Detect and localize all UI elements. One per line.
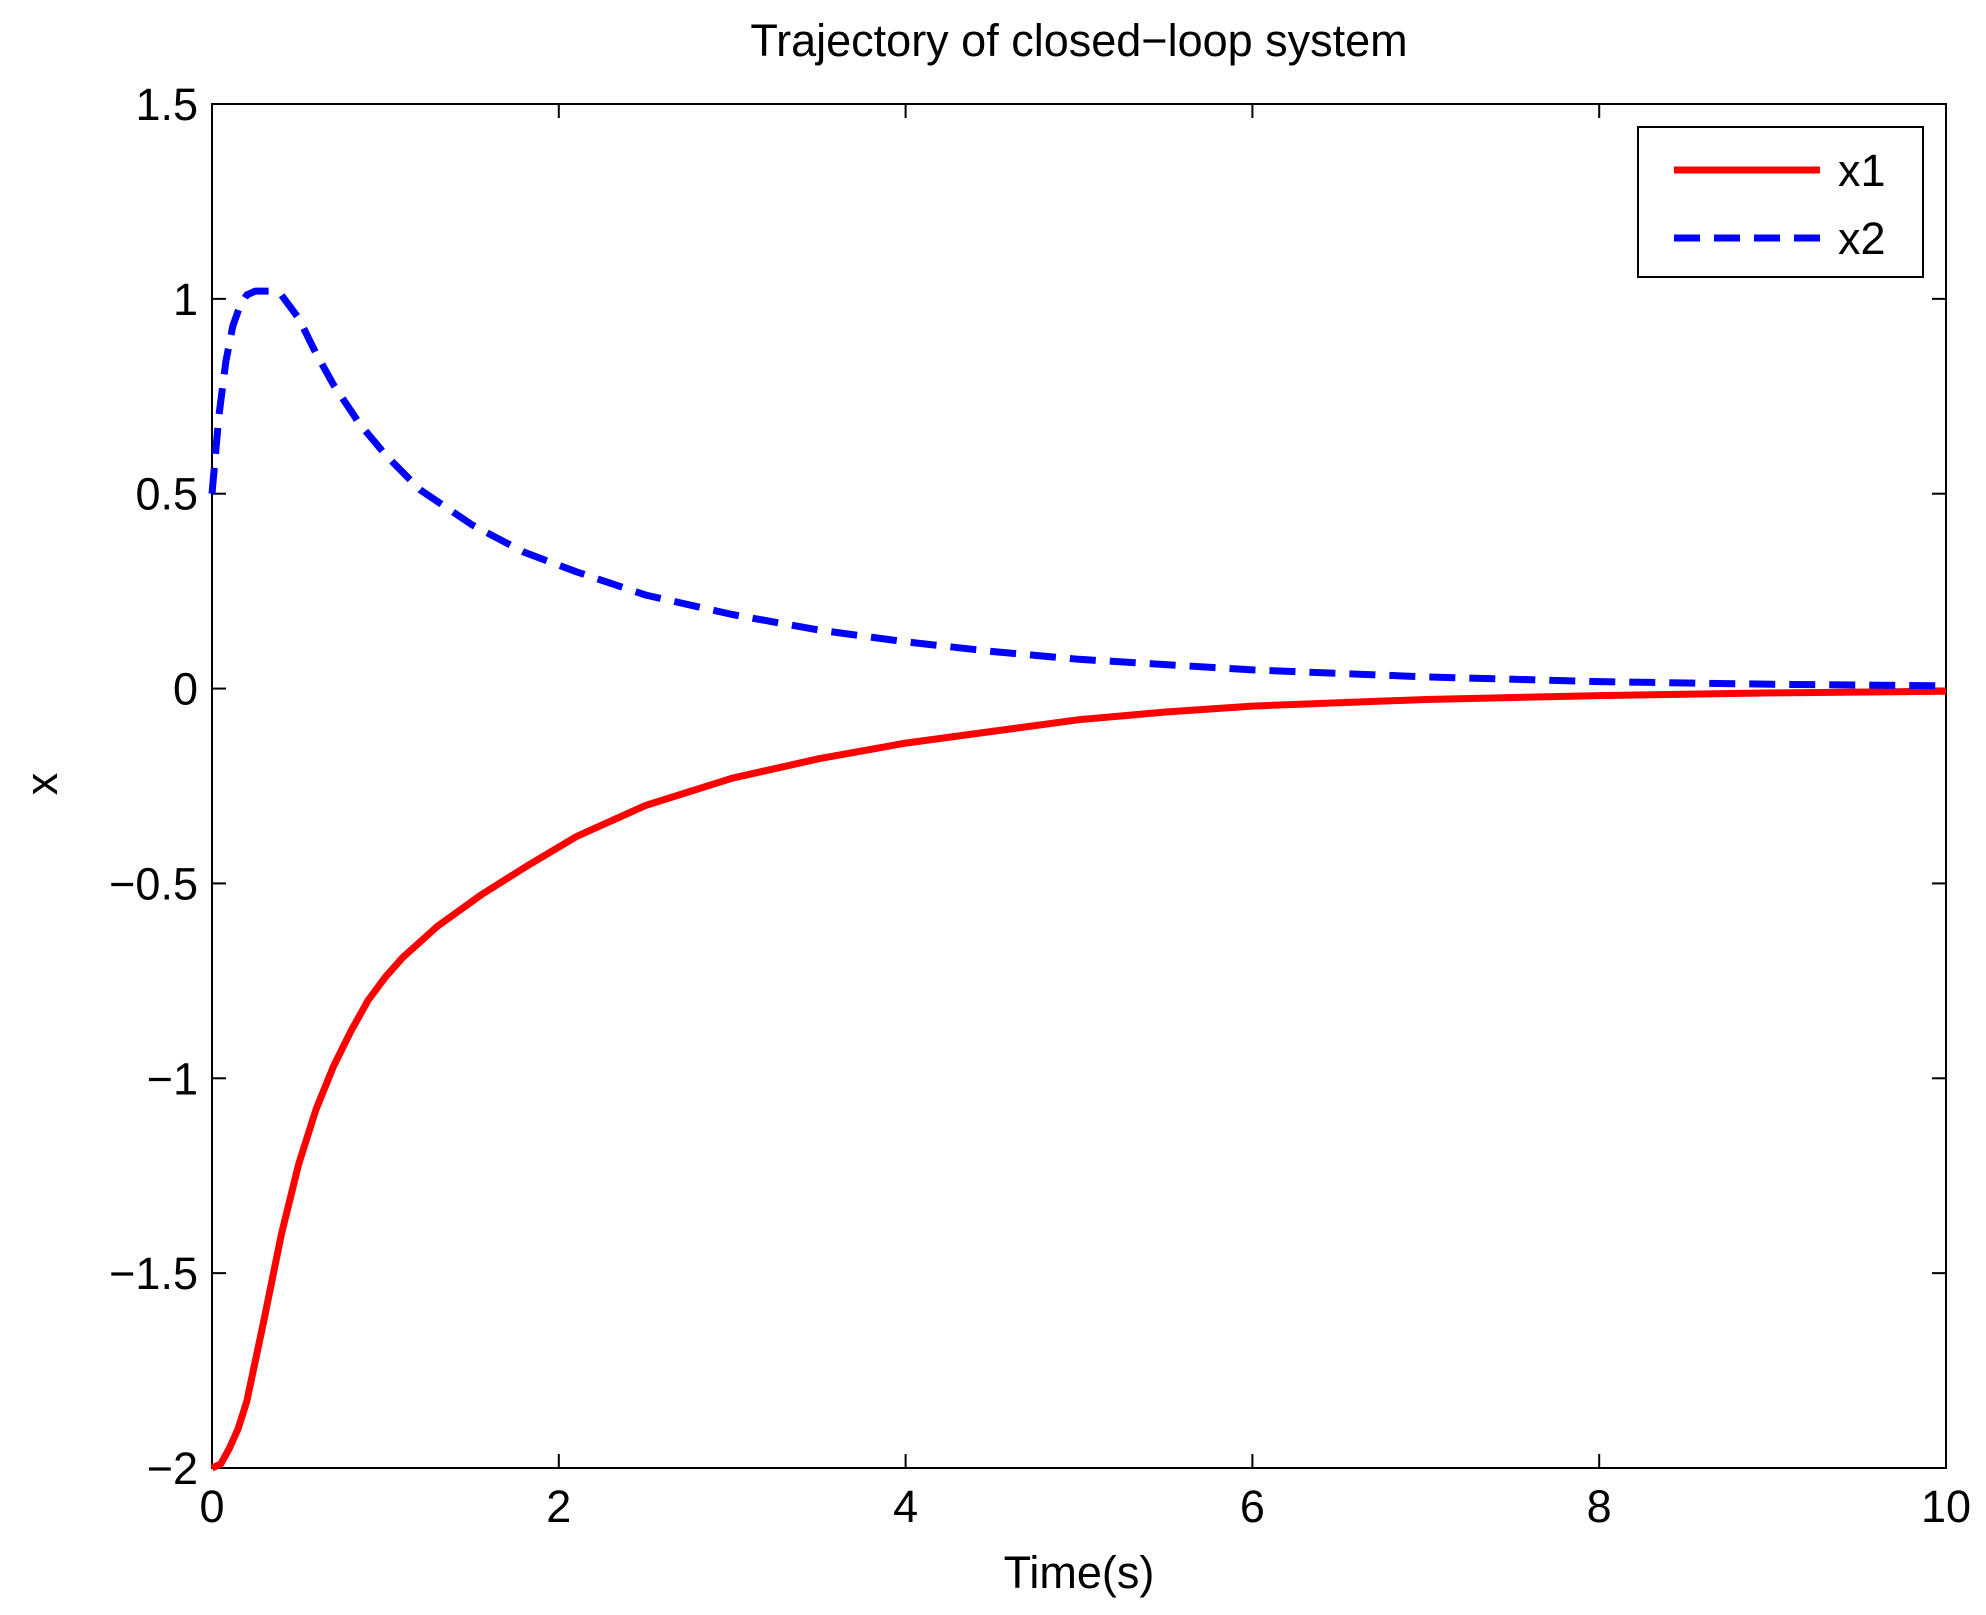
series-line-x1 [210,687,1947,1472]
y-tick-label: 1 [173,274,198,325]
y-tick-label: −2 [147,1443,198,1494]
x-tick-label: 0 [199,1481,224,1532]
series-line-x2 [208,287,1947,690]
y-tick-label: −0.5 [109,858,198,909]
y-tick-label: −1.5 [109,1248,198,1299]
plot-area: 0 2 4 6 8 10 −2 −1.5 −1 −0.5 0 0.5 1 1.5 x1 x2 [109,79,1971,1532]
y-tick-label: 0.5 [135,469,198,520]
y-tick-label: 1.5 [135,79,198,130]
y-tick-label: −1 [147,1053,198,1104]
chart-title: Trajectory of closed−loop system [750,15,1407,66]
x-tick-label: 2 [546,1481,571,1532]
x-tick-label: 10 [1921,1481,1971,1532]
x-axis-label: Time(s) [1004,1547,1155,1598]
legend-label-x2: x2 [1838,213,1886,264]
x-tick-label: 6 [1240,1481,1265,1532]
legend-box [1637,126,1924,278]
y-axis-label: x [16,772,67,795]
x-tick-label: 8 [1587,1481,1612,1532]
x-tick-label: 4 [893,1481,918,1532]
legend-label-x1: x1 [1838,145,1886,196]
axes-box [211,103,1947,1469]
y-tick-label: 0 [173,664,198,715]
